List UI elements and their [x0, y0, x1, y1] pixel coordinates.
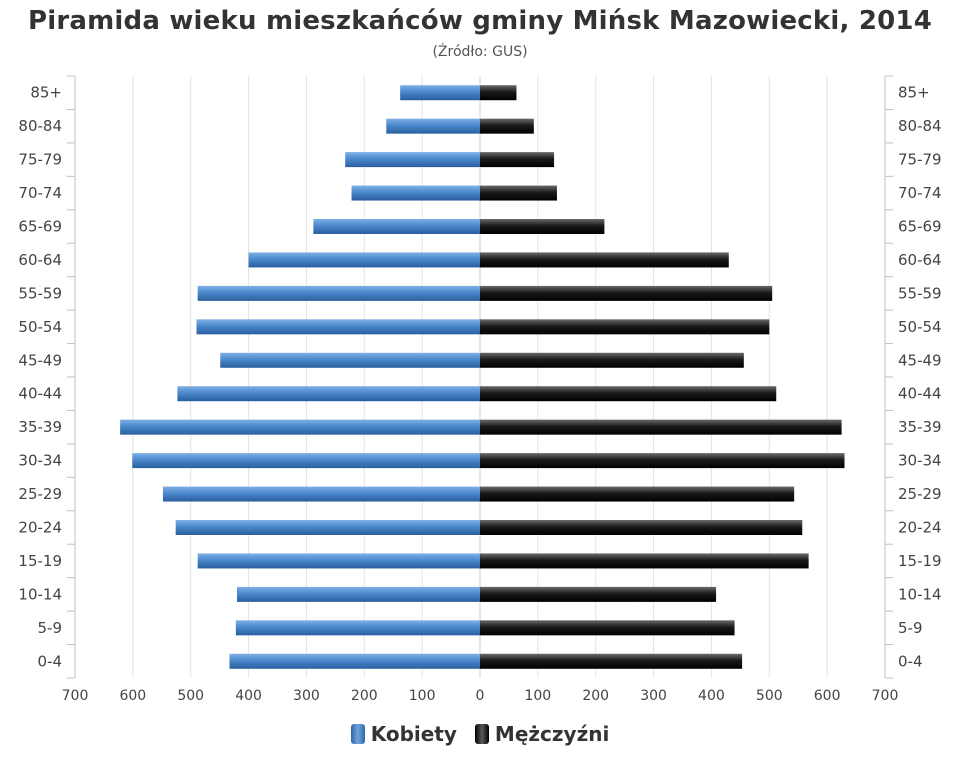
bar-women-80-84[interactable]	[386, 118, 480, 134]
bar-women-55-59[interactable]	[197, 285, 480, 301]
x-tick-label: 700	[872, 688, 899, 704]
x-tick-label: 200	[582, 688, 609, 704]
x-tick-label: 0	[476, 688, 485, 704]
chart-title: Piramida wieku mieszkańców gminy Mińsk M…	[27, 6, 933, 36]
x-tick-label: 300	[640, 688, 667, 704]
category-label-left: 5-9	[38, 619, 63, 637]
bar-men-60-64[interactable]	[480, 252, 729, 268]
bar-men-35-39[interactable]	[480, 419, 842, 435]
bar-women-70-74[interactable]	[351, 185, 480, 201]
bar-women-60-64[interactable]	[248, 252, 480, 268]
x-tick-label: 300	[293, 688, 320, 704]
bar-women-5-9[interactable]	[235, 620, 480, 636]
category-label-left: 55-59	[18, 284, 62, 302]
legend-item-women[interactable]: Kobiety	[350, 722, 457, 746]
bar-women-15-19[interactable]	[197, 553, 480, 569]
category-label-right: 80-84	[898, 117, 942, 135]
bar-men-65-69[interactable]	[480, 219, 605, 234]
category-label-right: 10-14	[898, 585, 942, 603]
bar-women-85+[interactable]	[400, 85, 480, 101]
x-tick-label: 400	[698, 688, 725, 704]
x-tick-label: 700	[62, 688, 89, 704]
category-label-right: 5-9	[898, 619, 923, 637]
x-tick-label: 500	[177, 688, 204, 704]
category-label-left: 10-14	[18, 585, 62, 603]
category-label-right: 55-59	[898, 284, 942, 302]
bar-men-5-9[interactable]	[480, 620, 735, 636]
bar-women-20-24[interactable]	[175, 520, 480, 535]
bar-women-75-79[interactable]	[345, 152, 480, 168]
bar-women-50-54[interactable]	[196, 319, 481, 335]
bar-women-30-34[interactable]	[132, 453, 480, 469]
x-tick-label: 200	[351, 688, 378, 704]
category-label-left: 85+	[30, 84, 62, 102]
bar-men-80-84[interactable]	[480, 118, 534, 134]
bar-men-55-59[interactable]	[480, 285, 773, 301]
bar-women-10-14[interactable]	[237, 586, 480, 602]
bar-men-45-49[interactable]	[480, 352, 744, 368]
category-label-left: 60-64	[18, 251, 62, 269]
category-label-left: 50-54	[18, 318, 62, 336]
category-label-left: 0-4	[38, 652, 63, 670]
bar-men-25-29[interactable]	[480, 486, 795, 502]
category-label-left: 30-34	[18, 452, 62, 470]
x-tick-label: 600	[814, 688, 841, 704]
category-label-right: 85+	[898, 84, 930, 102]
chart-subtitle: (Źródło: GUS)	[432, 44, 528, 60]
category-label-right: 75-79	[898, 151, 942, 169]
bar-men-30-34[interactable]	[480, 453, 845, 469]
bar-men-0-4[interactable]	[480, 653, 743, 669]
bar-men-70-74[interactable]	[480, 185, 557, 201]
category-label-left: 25-29	[18, 485, 62, 503]
category-label-left: 45-49	[18, 351, 62, 369]
category-label-left: 35-39	[18, 418, 62, 436]
category-label-right: 40-44	[898, 385, 942, 403]
category-label-left: 75-79	[18, 151, 62, 169]
bar-men-50-54[interactable]	[480, 319, 770, 335]
x-tick-label: 500	[756, 688, 783, 704]
category-label-right: 25-29	[898, 485, 942, 503]
bar-women-65-69[interactable]	[313, 219, 480, 234]
bar-men-10-14[interactable]	[480, 586, 717, 602]
category-label-right: 35-39	[898, 418, 942, 436]
x-tick-label: 600	[119, 688, 146, 704]
category-label-right: 50-54	[898, 318, 942, 336]
category-label-right: 45-49	[898, 351, 942, 369]
category-label-left: 20-24	[18, 519, 62, 537]
legend-swatch-men	[474, 724, 489, 744]
bar-women-40-44[interactable]	[177, 386, 480, 402]
category-label-left: 70-74	[18, 184, 62, 202]
category-label-left: 80-84	[18, 117, 62, 135]
legend-swatch-women	[350, 724, 365, 744]
bar-women-0-4[interactable]	[229, 653, 480, 669]
x-tick-label: 100	[409, 688, 436, 704]
bar-men-85+[interactable]	[480, 85, 517, 101]
category-label-right: 0-4	[898, 652, 923, 670]
bar-men-40-44[interactable]	[480, 386, 777, 402]
x-tick-label: 100	[524, 688, 551, 704]
bar-women-35-39[interactable]	[120, 419, 480, 435]
bar-men-15-19[interactable]	[480, 553, 809, 569]
category-label-right: 15-19	[898, 552, 942, 570]
bar-women-45-49[interactable]	[220, 352, 480, 368]
legend-label-men: Mężczyźni	[494, 722, 610, 746]
category-label-left: 65-69	[18, 218, 62, 236]
bar-women-25-29[interactable]	[162, 486, 480, 502]
category-label-right: 20-24	[898, 519, 942, 537]
category-label-right: 60-64	[898, 251, 942, 269]
category-label-right: 70-74	[898, 184, 942, 202]
legend-label-women: Kobiety	[370, 722, 457, 746]
legend-item-men[interactable]: Mężczyźni	[474, 722, 610, 746]
chart-legend: Kobiety Mężczyźni	[0, 722, 960, 746]
category-label-left: 15-19	[18, 552, 62, 570]
category-label-left: 40-44	[18, 385, 62, 403]
x-tick-label: 400	[235, 688, 262, 704]
category-label-right: 30-34	[898, 452, 942, 470]
bar-men-20-24[interactable]	[480, 520, 803, 535]
bar-men-75-79[interactable]	[480, 152, 555, 168]
category-label-right: 65-69	[898, 218, 942, 236]
